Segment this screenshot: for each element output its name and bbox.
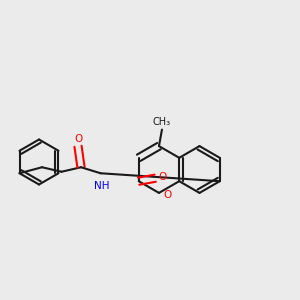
Text: O: O (74, 134, 82, 144)
Text: CH₃: CH₃ (153, 117, 171, 127)
Text: O: O (158, 172, 166, 182)
Text: NH: NH (94, 181, 110, 191)
Text: O: O (164, 190, 172, 200)
